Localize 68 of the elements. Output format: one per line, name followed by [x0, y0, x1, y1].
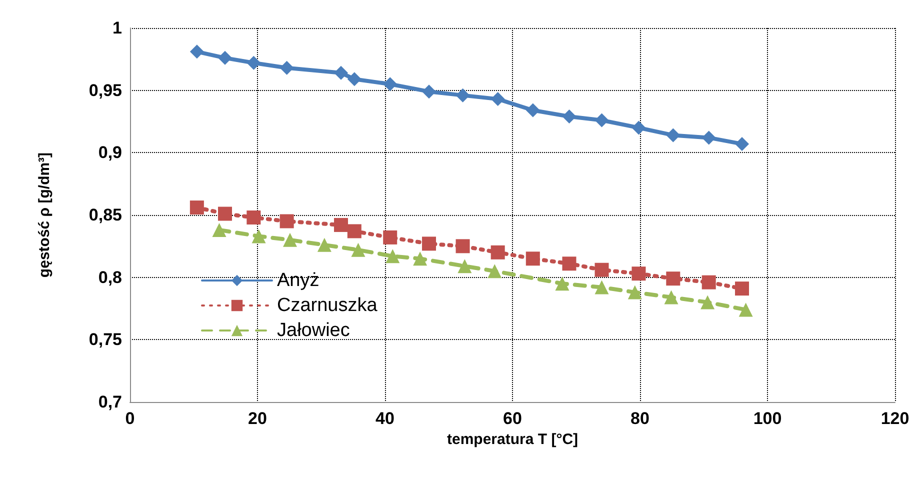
point	[280, 214, 294, 228]
point	[334, 66, 348, 80]
point	[413, 252, 428, 266]
point	[594, 113, 609, 128]
point	[190, 200, 204, 215]
y-tick-label: 0,9	[98, 143, 122, 162]
point	[735, 136, 749, 151]
point	[456, 239, 470, 254]
point	[422, 84, 436, 99]
x-tick-label: 100	[753, 409, 782, 428]
point	[386, 249, 400, 264]
point	[218, 206, 232, 221]
point	[280, 60, 294, 75]
y-tick-label: 1	[112, 18, 122, 38]
x-tick-label: 60	[503, 409, 522, 428]
point	[702, 275, 716, 290]
point	[666, 128, 680, 142]
legend-label: Jałowiec	[277, 320, 350, 341]
point	[383, 230, 398, 244]
point	[562, 110, 576, 124]
y-tick-label: 0,85	[88, 206, 122, 224]
point	[317, 238, 332, 252]
point	[632, 120, 646, 135]
point	[488, 264, 502, 278]
point	[383, 77, 398, 92]
point	[190, 44, 204, 59]
point	[212, 222, 226, 237]
point	[252, 229, 266, 244]
y-tick-label: 0,75	[88, 330, 122, 350]
point	[347, 72, 362, 86]
point	[458, 259, 472, 274]
point	[347, 224, 362, 238]
point	[490, 245, 505, 260]
y-tick-label: 0,8	[98, 268, 122, 287]
point	[456, 88, 470, 102]
y-tick-label: 0,7	[98, 392, 122, 412]
point	[666, 272, 680, 286]
point	[246, 56, 261, 70]
point	[702, 130, 716, 145]
point	[490, 92, 505, 106]
point	[246, 210, 261, 224]
x-tick-label: 20	[248, 409, 267, 428]
point	[334, 218, 348, 232]
point	[562, 256, 576, 271]
point	[735, 282, 749, 296]
point	[664, 290, 678, 304]
legend-label: Czarnuszka	[277, 295, 378, 316]
point	[738, 302, 753, 317]
point	[594, 262, 609, 277]
point	[594, 280, 609, 294]
point	[218, 50, 232, 65]
point	[555, 276, 570, 291]
x-tick-label: 80	[630, 409, 650, 428]
x-tick-label: 120	[880, 409, 910, 428]
x-tick-label: 0	[125, 409, 135, 428]
point	[632, 266, 646, 281]
point	[422, 236, 436, 251]
point	[526, 252, 540, 266]
x-tick-label: 40	[376, 409, 394, 428]
point	[351, 242, 366, 257]
point	[628, 285, 642, 300]
point	[526, 103, 540, 118]
point	[700, 295, 715, 310]
x-axis-title: temperatura T [°C]	[446, 430, 578, 448]
point	[283, 232, 298, 247]
legend-label: Anyż	[277, 270, 320, 291]
y-tick-label: 0,95	[88, 80, 122, 100]
y-axis-title: gęstość ρ [g/dm³]	[36, 152, 53, 278]
